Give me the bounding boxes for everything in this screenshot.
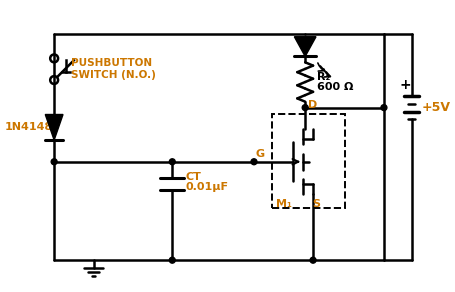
Text: 0.01μF: 0.01μF (185, 182, 228, 192)
Text: 1N4148: 1N4148 (5, 122, 53, 132)
Text: +: + (399, 78, 411, 92)
Polygon shape (46, 114, 63, 140)
Text: 600 Ω: 600 Ω (317, 82, 354, 92)
Text: M₁: M₁ (276, 199, 292, 209)
Circle shape (169, 257, 175, 263)
Circle shape (169, 159, 175, 165)
Bar (272, 114, 344, 208)
Text: G: G (256, 149, 265, 159)
Text: R₂: R₂ (317, 72, 330, 82)
Circle shape (302, 105, 308, 111)
Text: +5V: +5V (421, 101, 450, 114)
Text: S: S (312, 199, 320, 209)
Circle shape (310, 257, 316, 263)
Text: PUSHBUTTON
SWITCH (N.O.): PUSHBUTTON SWITCH (N.O.) (71, 58, 156, 80)
Text: D: D (308, 100, 318, 110)
Text: CT: CT (185, 171, 201, 182)
Polygon shape (294, 37, 316, 56)
Circle shape (251, 159, 257, 165)
Circle shape (381, 105, 387, 111)
Circle shape (51, 159, 57, 165)
